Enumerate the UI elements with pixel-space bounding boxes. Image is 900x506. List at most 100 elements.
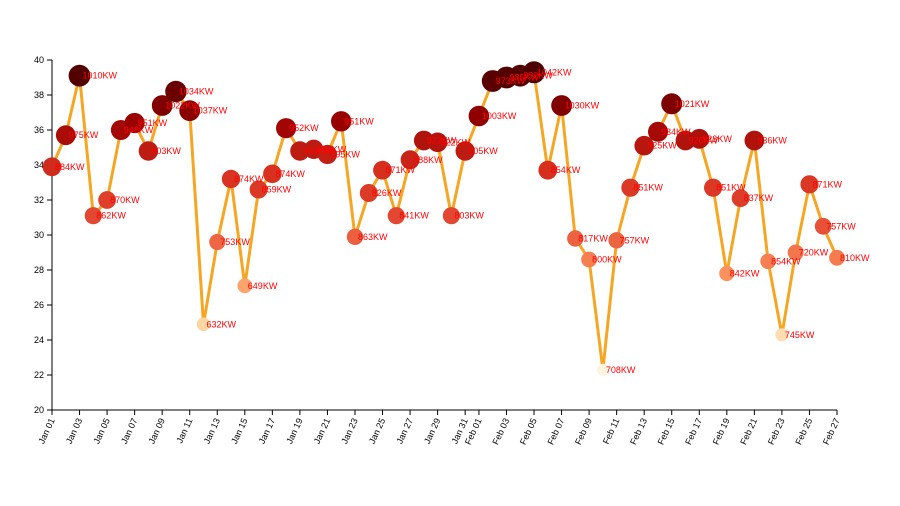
data-point[interactable] xyxy=(196,317,211,332)
data-point[interactable] xyxy=(621,178,640,197)
data-point[interactable] xyxy=(427,132,448,153)
x-tick-label: Feb 05 xyxy=(518,417,539,447)
data-label: 926KW xyxy=(689,136,719,146)
data-point[interactable] xyxy=(249,180,268,199)
data-point[interactable] xyxy=(55,125,76,146)
data-point[interactable] xyxy=(165,80,187,103)
data-label: 837KW xyxy=(744,193,774,203)
data-point[interactable] xyxy=(442,207,460,225)
data-label: 923KW xyxy=(702,134,732,144)
data-point[interactable] xyxy=(581,251,597,268)
data-label: 803KW xyxy=(454,211,484,221)
x-tick-label: Feb 11 xyxy=(601,417,622,446)
data-point[interactable] xyxy=(704,178,723,197)
x-tick-label: Feb 23 xyxy=(766,417,787,447)
series-line xyxy=(50,70,839,372)
data-label: 826KW xyxy=(372,188,402,198)
x-tick-label: Feb 21 xyxy=(738,417,759,447)
data-point[interactable] xyxy=(237,278,253,294)
data-point[interactable] xyxy=(814,217,832,235)
y-tick-label: 24 xyxy=(34,335,44,345)
data-point[interactable] xyxy=(263,164,282,184)
data-point[interactable] xyxy=(596,363,609,376)
data-point[interactable] xyxy=(346,228,364,245)
data-label: 720KW xyxy=(799,248,829,258)
data-point[interactable] xyxy=(634,135,654,156)
x-tick-label: Feb 27 xyxy=(821,417,842,447)
data-point[interactable] xyxy=(608,232,625,249)
x-tick-label: Feb 25 xyxy=(793,417,814,447)
data-point[interactable] xyxy=(523,61,545,84)
data-point[interactable] xyxy=(719,265,735,282)
data-point[interactable] xyxy=(331,111,352,132)
x-tick-label: Feb 15 xyxy=(656,417,677,447)
y-tick-label: 28 xyxy=(34,265,44,275)
data-label: 854KW xyxy=(771,256,801,266)
data-label: 874KW xyxy=(234,174,264,184)
data-label: 854KW xyxy=(551,165,581,175)
data-label: 842KW xyxy=(730,269,760,279)
x-tick-label: Jan 05 xyxy=(91,417,111,446)
data-point[interactable] xyxy=(68,64,91,87)
data-point[interactable] xyxy=(787,244,804,261)
data-point[interactable] xyxy=(775,328,789,342)
data-point[interactable] xyxy=(731,189,750,208)
data-label: 817KW xyxy=(578,234,608,244)
data-point[interactable] xyxy=(138,141,159,161)
data-point[interactable] xyxy=(648,121,668,142)
x-tick-label: Jan 13 xyxy=(202,417,222,446)
y-tick-label: 26 xyxy=(34,300,44,310)
data-label: 1022KW xyxy=(165,101,200,111)
data-point[interactable] xyxy=(151,95,173,116)
y-tick-label: 40 xyxy=(34,55,44,65)
data-point[interactable] xyxy=(538,160,558,180)
data-point[interactable] xyxy=(400,150,420,170)
data-point[interactable] xyxy=(387,207,405,225)
x-tick-label: Jan 15 xyxy=(229,417,249,446)
data-label: 757KW xyxy=(826,221,856,231)
data-point[interactable] xyxy=(42,157,62,177)
data-point[interactable] xyxy=(98,191,116,209)
data-point[interactable] xyxy=(829,249,845,266)
data-point[interactable] xyxy=(209,233,226,251)
data-label: 936KW xyxy=(757,136,787,146)
x-tick-label: Feb 03 xyxy=(490,417,511,447)
data-label: 649KW xyxy=(248,281,278,291)
data-point[interactable] xyxy=(455,141,475,161)
data-point[interactable] xyxy=(744,130,765,151)
data-label: 1030KW xyxy=(565,101,600,111)
data-label: 863KW xyxy=(358,232,388,242)
data-point[interactable] xyxy=(760,253,776,270)
data-point[interactable] xyxy=(661,93,683,115)
x-tick-label: Feb 07 xyxy=(545,417,566,447)
data-point[interactable] xyxy=(84,207,102,225)
data-point[interactable] xyxy=(800,175,819,194)
data-point[interactable] xyxy=(276,118,297,139)
data-label: 1010KW xyxy=(83,71,118,81)
data-label: 800KW xyxy=(592,255,622,265)
data-point[interactable] xyxy=(179,100,201,122)
data-point[interactable] xyxy=(373,160,392,180)
x-tick-label: Feb 19 xyxy=(711,417,732,447)
data-point[interactable] xyxy=(317,144,337,165)
data-point[interactable] xyxy=(567,230,584,247)
data-point[interactable] xyxy=(551,95,572,116)
data-label: 934KW xyxy=(661,127,691,137)
x-tick-label: Jan 03 xyxy=(64,417,84,446)
data-label: 1021KW xyxy=(675,99,710,109)
x-axis: Jan 01 Jan 03 Jan 05 Jan 07 Jan 09 Jan 11 Jan … xyxy=(36,409,842,447)
data-point[interactable] xyxy=(359,184,378,202)
data-label: 948KW xyxy=(124,125,154,135)
data-point[interactable] xyxy=(221,169,241,189)
data-label: 952KW xyxy=(289,123,319,133)
data-point[interactable] xyxy=(124,112,145,134)
data-label: 925KW xyxy=(647,141,677,151)
data-point[interactable] xyxy=(468,105,490,127)
data-label: 745KW xyxy=(785,330,815,340)
data-label: 870KW xyxy=(110,195,140,205)
x-tick-label: Jan 21 xyxy=(312,417,332,446)
data-point[interactable] xyxy=(689,128,710,149)
data-label: 905KW xyxy=(317,144,347,154)
data-label: 871KW xyxy=(813,179,843,189)
